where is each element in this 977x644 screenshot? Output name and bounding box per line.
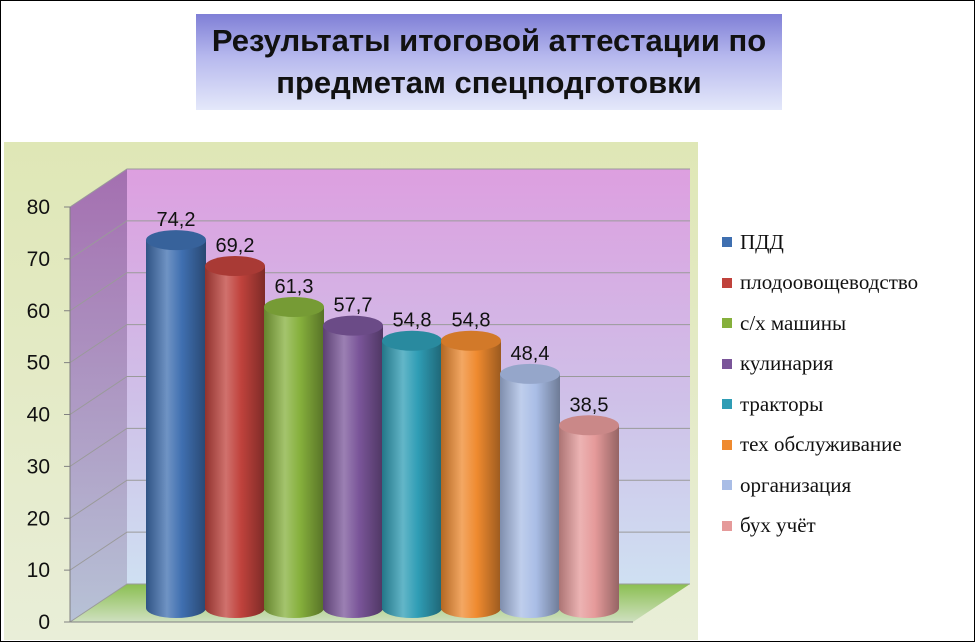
legend-label: организация [740,472,852,497]
bar-top [382,330,442,351]
bar-cylinder [323,315,383,618]
data-label: 57,7 [334,295,373,317]
data-label: 54,8 [452,310,491,332]
gridline [69,168,690,208]
data-label: 38,5 [570,394,609,416]
data-label: 74,2 [157,209,196,231]
y-tick-label: 80 [27,196,50,219]
y-tick-label: 40 [27,404,50,427]
y-tick-label: 10 [27,559,50,582]
bar-cylinder [205,256,265,618]
bar-cylinder [559,415,619,618]
data-label: 69,2 [216,235,255,257]
legend-swatch [722,358,732,369]
legend-label: плодоовощеводство [740,270,919,295]
data-label: 48,4 [511,343,550,365]
y-tick-label: 20 [27,507,50,530]
bar-body [146,240,206,618]
bar-top [264,297,324,318]
legend-item: тракторы [722,384,972,425]
gridline [69,220,690,260]
legend-label: бух учёт [740,513,816,538]
y-tick-label: 50 [27,352,50,375]
legend-swatch [722,277,732,288]
bar-body [559,425,619,618]
legend-swatch [722,439,732,450]
legend-label: тракторы [740,391,824,416]
legend-label: кулинария [740,351,834,376]
bar-cylinder [441,330,501,618]
legend: ПДД плодоовощеводство с/х машины кулинария т… [722,222,972,546]
data-label: 61,3 [275,276,314,298]
bar-cylinder [500,363,560,618]
legend-swatch [722,480,732,491]
legend-item: с/х машины [722,303,972,344]
legend-item: кулинария [722,344,972,385]
y-axis: 0 10 20 30 40 50 60 70 80 [27,196,71,634]
legend-item: плодоовощеводство [722,263,972,304]
y-tick-label: 70 [27,248,50,271]
legend-item: ПДД [722,222,972,263]
bar-top [500,363,560,384]
bar-cylinder [382,330,442,618]
bar-cylinder [264,297,324,618]
legend-swatch [722,399,732,410]
bar-top [441,330,501,351]
y-tick-label: 30 [27,455,50,478]
chart-title-box: Результаты итоговой аттестации по предме… [196,14,782,110]
legend-swatch [722,237,732,248]
bar-body [323,325,383,618]
legend-label: ПДД [740,229,784,254]
bar-top [323,315,383,336]
legend-item: тех обслуживание [722,425,972,466]
bar-top [205,256,265,277]
bars [146,230,619,618]
bar-top [146,230,206,251]
y-tick-label: 60 [27,300,50,323]
legend-label: тех обслуживание [740,432,902,457]
legend-item: бух учёт [722,506,972,547]
y-tick-label: 0 [38,611,50,634]
legend-label: с/х машины [740,310,847,335]
bar-body [441,340,501,618]
bar-body [382,340,442,618]
gridline [69,272,690,312]
chart-title: Результаты итоговой аттестации по предме… [211,23,767,100]
bar-body [500,373,560,618]
bar-cylinder [146,230,206,618]
bar-body [205,266,265,618]
data-label: 54,8 [393,310,432,332]
data-labels: 74,2 69,2 61,3 57,7 54,8 54,8 48,4 38,5 [157,209,609,416]
legend-swatch [722,520,732,531]
legend-item: организация [722,465,972,506]
bar-top [559,415,619,436]
legend-swatch [722,318,732,329]
bar-body [264,307,324,618]
gridline [69,324,690,364]
